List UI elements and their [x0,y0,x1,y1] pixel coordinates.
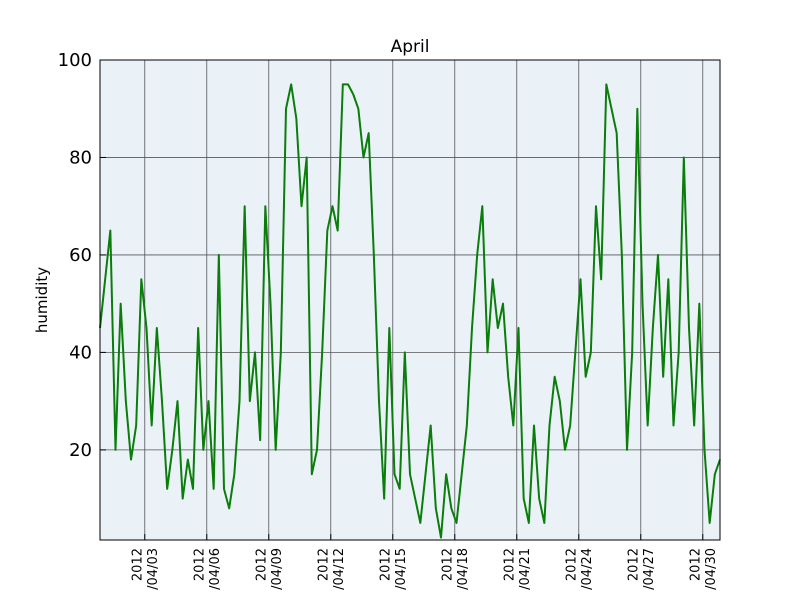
x-tick-label: 2012/04/27 [627,548,658,590]
chart-title: April [391,37,430,57]
y-axis-label: humidity [33,267,51,333]
x-tick-label: 2012/04/30 [689,548,720,590]
y-tick-label: 40 [69,342,92,363]
y-tick-label: 100 [58,50,92,71]
data-line [99,83,721,539]
plot-frame [99,59,721,541]
x-tick-label: 2012/04/03 [131,548,162,590]
x-tick-label: 2012/04/24 [565,548,596,590]
x-tick-label: 2012/04/09 [255,548,286,590]
y-tick-label: 60 [69,245,92,266]
marks [99,83,721,539]
x-tick-label: 2012/04/06 [193,548,224,590]
x-tick-label: 2012/04/12 [317,548,348,590]
x-tick-label: 2012/04/21 [503,548,534,590]
x-tick-label: 2012/04/15 [379,548,410,590]
y-tick-label: 20 [69,440,92,461]
y-tick-label: 80 [69,147,92,168]
x-tick-label: 2012/04/18 [441,548,472,590]
